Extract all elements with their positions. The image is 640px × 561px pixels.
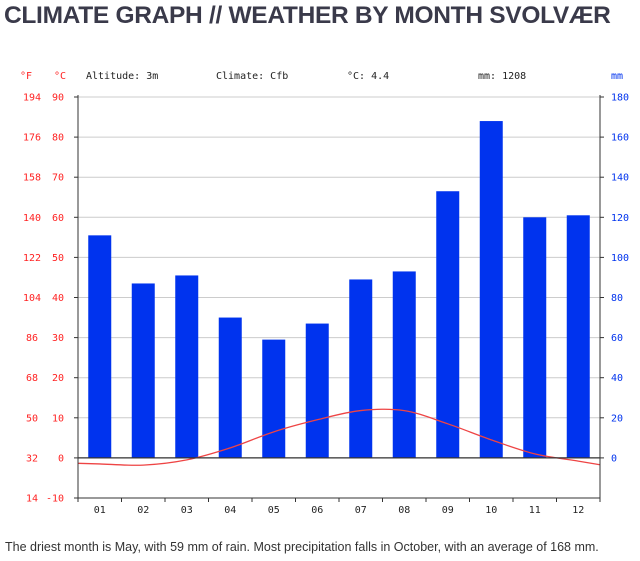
precip-bar bbox=[88, 235, 112, 458]
axes bbox=[74, 95, 604, 502]
info-row: °F °C Altitude: 3m Climate: Cfb °C: 4.4 … bbox=[20, 71, 623, 82]
precip-bar bbox=[566, 215, 590, 458]
summary-caption: The driest month is May, with 59 mm of r… bbox=[5, 540, 599, 554]
temperature-curve bbox=[77, 408, 601, 466]
month-label: 09 bbox=[442, 505, 454, 516]
tick-label-mm: 40 bbox=[611, 373, 623, 384]
unit-label-f: °F bbox=[20, 71, 32, 82]
altitude-label: Altitude: 3m bbox=[86, 71, 158, 82]
precip-bar bbox=[436, 191, 460, 458]
month-label: 10 bbox=[485, 505, 497, 516]
tick-label-mm: 80 bbox=[611, 293, 623, 304]
tick-label-f: 32 bbox=[26, 453, 38, 464]
tick-label-c: 30 bbox=[52, 333, 64, 344]
avg-temp-label: °C: 4.4 bbox=[347, 71, 389, 82]
tick-label-mm: 0 bbox=[611, 453, 617, 464]
tick-label-c: 0 bbox=[58, 453, 64, 464]
tick-label-f: 176 bbox=[23, 133, 41, 144]
tick-label-c: 10 bbox=[52, 413, 64, 424]
tick-label-f: 14 bbox=[26, 494, 38, 505]
tick-label-c: 80 bbox=[52, 133, 64, 144]
tick-label-c: 70 bbox=[52, 173, 64, 184]
tick-label-mm: 100 bbox=[611, 253, 629, 264]
tick-label-f: 86 bbox=[26, 333, 38, 344]
tick-label-f: 122 bbox=[23, 253, 41, 264]
tick-label-c: 20 bbox=[52, 373, 64, 384]
precip-bar bbox=[523, 217, 547, 458]
precip-bar bbox=[479, 121, 503, 458]
month-label: 05 bbox=[268, 505, 280, 516]
month-label: 04 bbox=[224, 505, 236, 516]
temperature-line bbox=[77, 408, 601, 466]
precip-bar bbox=[131, 283, 155, 458]
tick-label-f: 50 bbox=[26, 413, 38, 424]
precipitation-bars bbox=[88, 121, 590, 458]
month-label: 02 bbox=[137, 505, 149, 516]
tick-label-mm: 140 bbox=[611, 173, 629, 184]
tick-label-f: 158 bbox=[23, 173, 41, 184]
precip-bar bbox=[262, 339, 286, 458]
month-label: 11 bbox=[529, 505, 541, 516]
tick-label-f: 194 bbox=[23, 93, 41, 104]
grid-lines bbox=[78, 96, 600, 499]
tick-label-c: -10 bbox=[46, 494, 64, 505]
tick-label-mm: 120 bbox=[611, 213, 629, 224]
tick-label-mm: 60 bbox=[611, 333, 623, 344]
month-label: 12 bbox=[572, 505, 584, 516]
month-label: 07 bbox=[355, 505, 367, 516]
page-title: CLIMATE GRAPH // WEATHER BY MONTH SVOLVÆ… bbox=[4, 2, 611, 29]
precip-bar bbox=[218, 317, 242, 458]
tick-label-mm: 180 bbox=[611, 93, 629, 104]
month-label: 08 bbox=[398, 505, 410, 516]
tick-label-c: 60 bbox=[52, 213, 64, 224]
tick-label-f: 140 bbox=[23, 213, 41, 224]
month-label: 01 bbox=[94, 505, 106, 516]
precip-bar bbox=[305, 323, 329, 458]
unit-label-mm: mm bbox=[611, 71, 623, 82]
climate-label: Climate: Cfb bbox=[216, 71, 288, 82]
tick-label-c: 50 bbox=[52, 253, 64, 264]
month-label: 03 bbox=[181, 505, 193, 516]
precip-bar bbox=[392, 271, 416, 458]
unit-label-c: °C bbox=[54, 71, 66, 82]
precip-bar bbox=[175, 275, 199, 458]
precip-total-label: mm: 1208 bbox=[478, 71, 526, 82]
tick-label-mm: 160 bbox=[611, 133, 629, 144]
month-label: 06 bbox=[311, 505, 323, 516]
tick-label-f: 68 bbox=[26, 373, 38, 384]
tick-label-c: 90 bbox=[52, 93, 64, 104]
tick-label-c: 40 bbox=[52, 293, 64, 304]
tick-label-mm: 20 bbox=[611, 413, 623, 424]
precip-bar bbox=[349, 279, 373, 458]
tick-label-f: 104 bbox=[23, 293, 41, 304]
